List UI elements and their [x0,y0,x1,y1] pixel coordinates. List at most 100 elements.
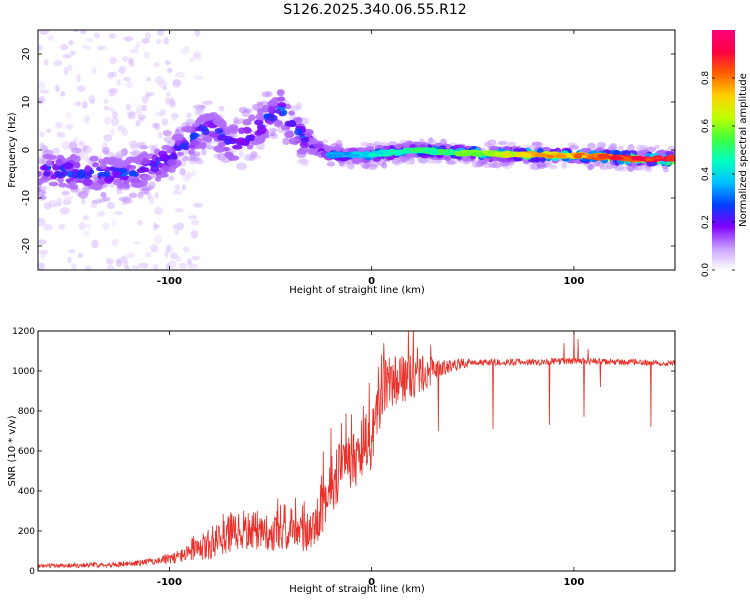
heat-cell [81,197,86,205]
heat-cell [43,223,53,231]
heat-cell [192,104,204,109]
heat-cell [104,105,109,111]
heat-cell [68,140,78,150]
heat-cell [38,185,48,191]
colorbar-label: Normalized spectral amplitude [738,73,749,227]
heat-cell [152,264,159,270]
heat-cell [174,184,181,191]
heat-cell [137,219,143,226]
heat-cell [214,128,224,134]
heat-cell [81,186,91,192]
ridge-cell [412,147,425,152]
heat-cell [545,160,553,166]
heat-cell [55,121,63,129]
heat-cell [70,147,82,154]
x-tick-label: 100 [563,276,584,287]
colorbar-tick-label: 0.0 [701,263,711,278]
heat-cell [166,159,177,167]
heat-cell [39,142,46,150]
heat-cell [128,170,138,177]
heat-cell [153,122,161,131]
heat-cell [644,166,653,173]
heat-cell [172,79,182,88]
spectrogram-y-label: Frequency (Hz) [7,112,18,188]
heat-cell [561,162,568,169]
heat-cell [165,97,171,105]
heat-cell [289,139,296,145]
heat-cell [631,161,638,168]
heat-cell [46,128,52,133]
heat-cell [221,158,230,164]
ridge-cell [608,155,624,161]
heat-cell [135,109,142,116]
heat-cell [261,91,270,98]
ridge-cell [372,151,385,155]
heat-cell [131,265,140,270]
heat-cell [53,60,63,67]
heat-cell [194,30,201,38]
heat-cell [91,239,99,249]
heat-cell [217,134,228,141]
heat-cell [250,151,258,158]
heat-cell [76,73,81,83]
heat-cell [115,150,126,159]
heat-cell [102,222,110,231]
heat-cell [201,136,212,142]
heat-cell [306,137,318,145]
ridge-cell [470,151,485,157]
heat-cell [178,262,187,269]
heat-cell [137,191,144,199]
heat-cell [654,144,660,150]
heat-cell [201,148,207,156]
heat-cell [175,222,181,230]
heat-cell [65,112,72,120]
heat-cell [170,252,178,260]
ridge-cell [533,152,547,158]
heat-cell [179,142,189,150]
heat-cell [47,34,55,42]
ridge-cell [387,148,397,154]
heat-cell [484,141,491,148]
heat-cell [38,239,47,245]
heat-cell [39,131,45,138]
heat-cell [163,37,170,45]
heat-cell [242,118,252,126]
heat-cell [66,183,75,189]
y-tick-label: 600 [18,447,35,457]
heat-cell [129,150,137,156]
y-tick-label: 200 [18,527,35,537]
heat-cell [183,125,194,133]
heat-cell [60,91,66,97]
heat-cell [39,89,50,94]
heat-cell [89,155,99,162]
colorbar-tick-label: 0.4 [701,167,711,182]
heat-cell [54,84,60,93]
heat-cell [93,32,101,39]
heat-cell [172,189,183,195]
heat-cell [143,51,150,59]
heat-cell [548,164,558,170]
heat-cell [257,135,266,142]
y-tick-label: 10 [21,96,32,109]
spectrogram-x-label: Height of straight line (km) [289,285,425,296]
heat-cell [114,211,123,216]
heat-cell [123,76,131,82]
heat-cell [324,146,331,152]
heat-cell [168,175,175,181]
heat-cell [85,265,92,270]
ridge-cell [573,154,583,159]
ridge-cell [428,150,439,156]
heat-cell [84,115,90,124]
heat-cell [61,140,70,150]
heat-cell [40,252,46,259]
ridge-cell [597,153,612,159]
heat-cell [108,33,116,40]
heat-cell [174,139,182,146]
heat-cell [532,141,543,147]
heat-cell [363,162,369,170]
heat-cell [281,109,288,116]
heat-cell [108,106,115,112]
heat-cell [57,176,64,184]
heat-cell [108,88,117,97]
heat-cell [63,196,73,202]
